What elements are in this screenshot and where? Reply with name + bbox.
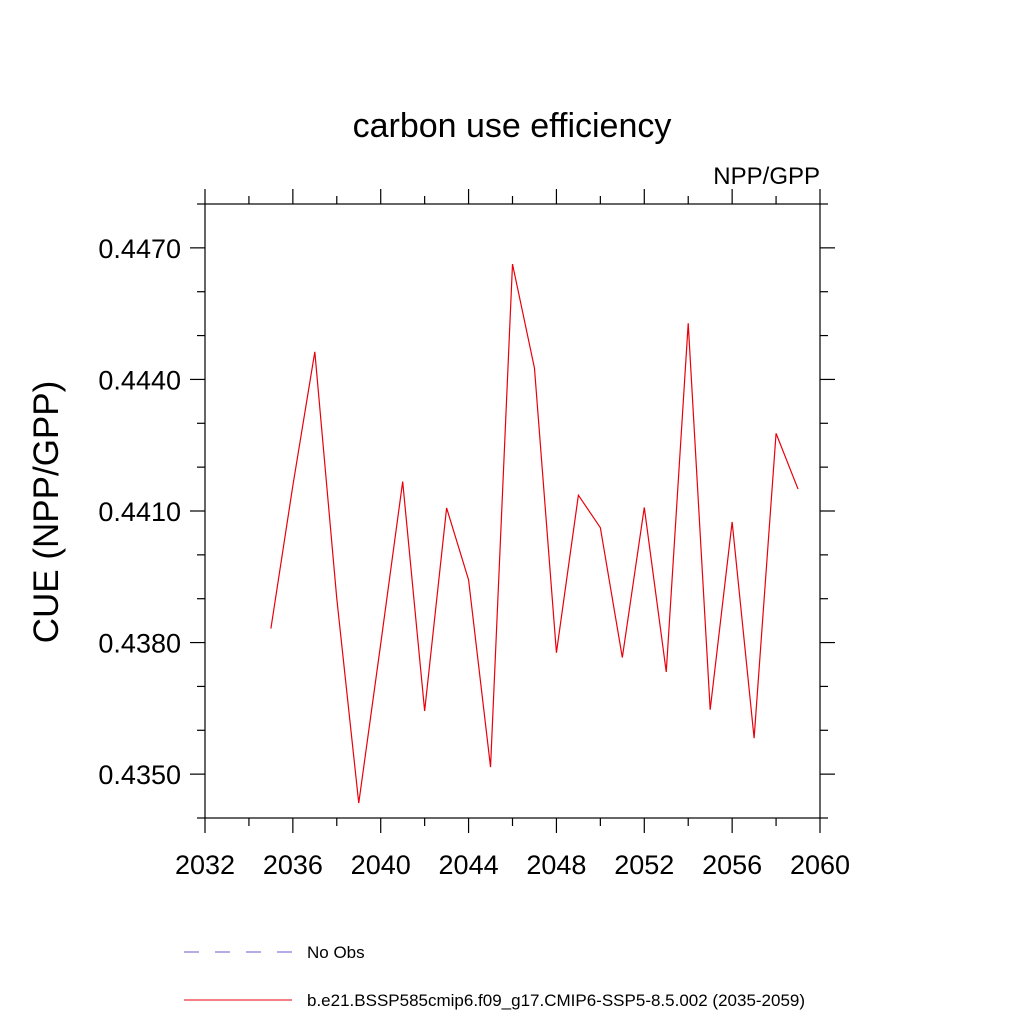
legend-label-0: No Obs (307, 943, 365, 962)
y-tick-label-0.4380: 0.4380 (98, 629, 181, 659)
chart-subtitle: NPP/GPP (713, 163, 820, 190)
x-tick-label-2032: 2032 (175, 850, 235, 880)
chart-title: carbon use efficiency (353, 107, 672, 145)
y-tick-label-0.4350: 0.4350 (98, 760, 181, 790)
y-tick-label-0.4410: 0.4410 (98, 497, 181, 527)
x-tick-label-2060: 2060 (790, 850, 850, 880)
x-tick-label-2048: 2048 (526, 850, 586, 880)
x-tick-label-2044: 2044 (439, 850, 499, 880)
y-tick-labels: 0.4350 0.4380 0.4410 0.4440 0.4470 (98, 234, 181, 790)
legend: No Obs b.e21.BSSP585cmip6.f09_g17.CMIP6-S… (184, 943, 805, 1010)
legend-label-1: b.e21.BSSP585cmip6.f09_g17.CMIP6-SSP5-8.… (307, 991, 805, 1010)
series-layer (270, 263, 799, 804)
x-tick-labels: 2032 2036 2040 2044 2048 2052 2056 2060 (175, 850, 850, 880)
y-tick-label-0.4470: 0.4470 (98, 234, 181, 264)
series-line-0 (270, 263, 799, 804)
x-tick-label-2036: 2036 (263, 850, 323, 880)
y-tick-label-0.4440: 0.4440 (98, 365, 181, 395)
x-tick-label-2040: 2040 (351, 850, 411, 880)
x-tick-label-2052: 2052 (614, 850, 674, 880)
axis-ticks (190, 189, 835, 833)
x-tick-label-2056: 2056 (702, 850, 762, 880)
plot-frame (204, 203, 821, 819)
y-axis-label: CUE (NPP/GPP) (27, 381, 66, 644)
